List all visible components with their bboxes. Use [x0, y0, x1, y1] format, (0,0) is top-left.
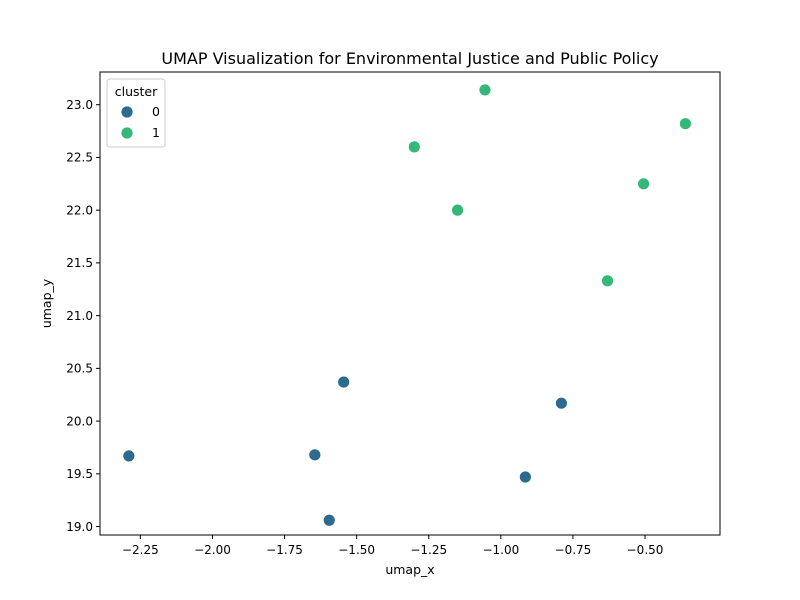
x-tick-label: −1.75: [266, 543, 303, 557]
data-point-cluster-0: [122, 449, 136, 463]
y-tick-label: 21.0: [66, 309, 93, 323]
y-tick-label: 20.5: [66, 362, 93, 376]
legend-marker-0: [120, 105, 134, 119]
points-layer: [122, 83, 692, 527]
x-tick-label: −2.00: [194, 543, 231, 557]
data-point-cluster-1: [637, 177, 650, 191]
data-point-cluster-0: [308, 448, 322, 462]
x-tick-label: −1.50: [338, 543, 375, 557]
y-tick-label: 21.5: [66, 256, 93, 270]
data-point-cluster-0: [554, 396, 568, 410]
x-tick-label: −0.75: [555, 543, 592, 557]
plot-area-frame: [99, 71, 721, 536]
y-tick-label: 20.0: [66, 414, 93, 428]
x-axis-label: umap_x: [385, 562, 434, 577]
y-tick-label: 23.0: [66, 98, 93, 112]
y-tick-label: 19.5: [66, 467, 93, 481]
data-point-cluster-1: [451, 203, 464, 217]
data-point-cluster-1: [478, 83, 492, 97]
chart-title: UMAP Visualization for Environmental Jus…: [161, 49, 658, 68]
data-point-cluster-0: [322, 513, 336, 527]
data-point-cluster-0: [337, 375, 351, 389]
data-point-cluster-1: [678, 117, 692, 131]
y-tick-label: 22.5: [66, 151, 93, 165]
legend-label-0: 0: [152, 104, 160, 119]
legend-label-1: 1: [152, 125, 160, 140]
x-tick-label: −0.50: [627, 543, 664, 557]
ticks-layer: −2.25 −2.00 −1.75 −1.50 −1.25 −1.00 −0.75 −0.50…: [66, 98, 663, 557]
x-tick-label: −2.25: [122, 543, 159, 557]
data-point-cluster-0: [518, 470, 532, 484]
data-point-cluster-1: [407, 140, 421, 154]
x-tick-label: −1.00: [482, 543, 519, 557]
y-tick-label: 22.0: [66, 203, 93, 217]
y-tick-label: 19.0: [66, 520, 93, 534]
legend-title: cluster: [115, 84, 158, 99]
legend: cluster 0 1: [106, 78, 166, 148]
legend-marker-1: [120, 126, 134, 140]
data-point-cluster-1: [601, 274, 614, 288]
x-tick-label: −1.25: [410, 543, 447, 557]
y-axis-label: umap_y: [39, 278, 54, 328]
